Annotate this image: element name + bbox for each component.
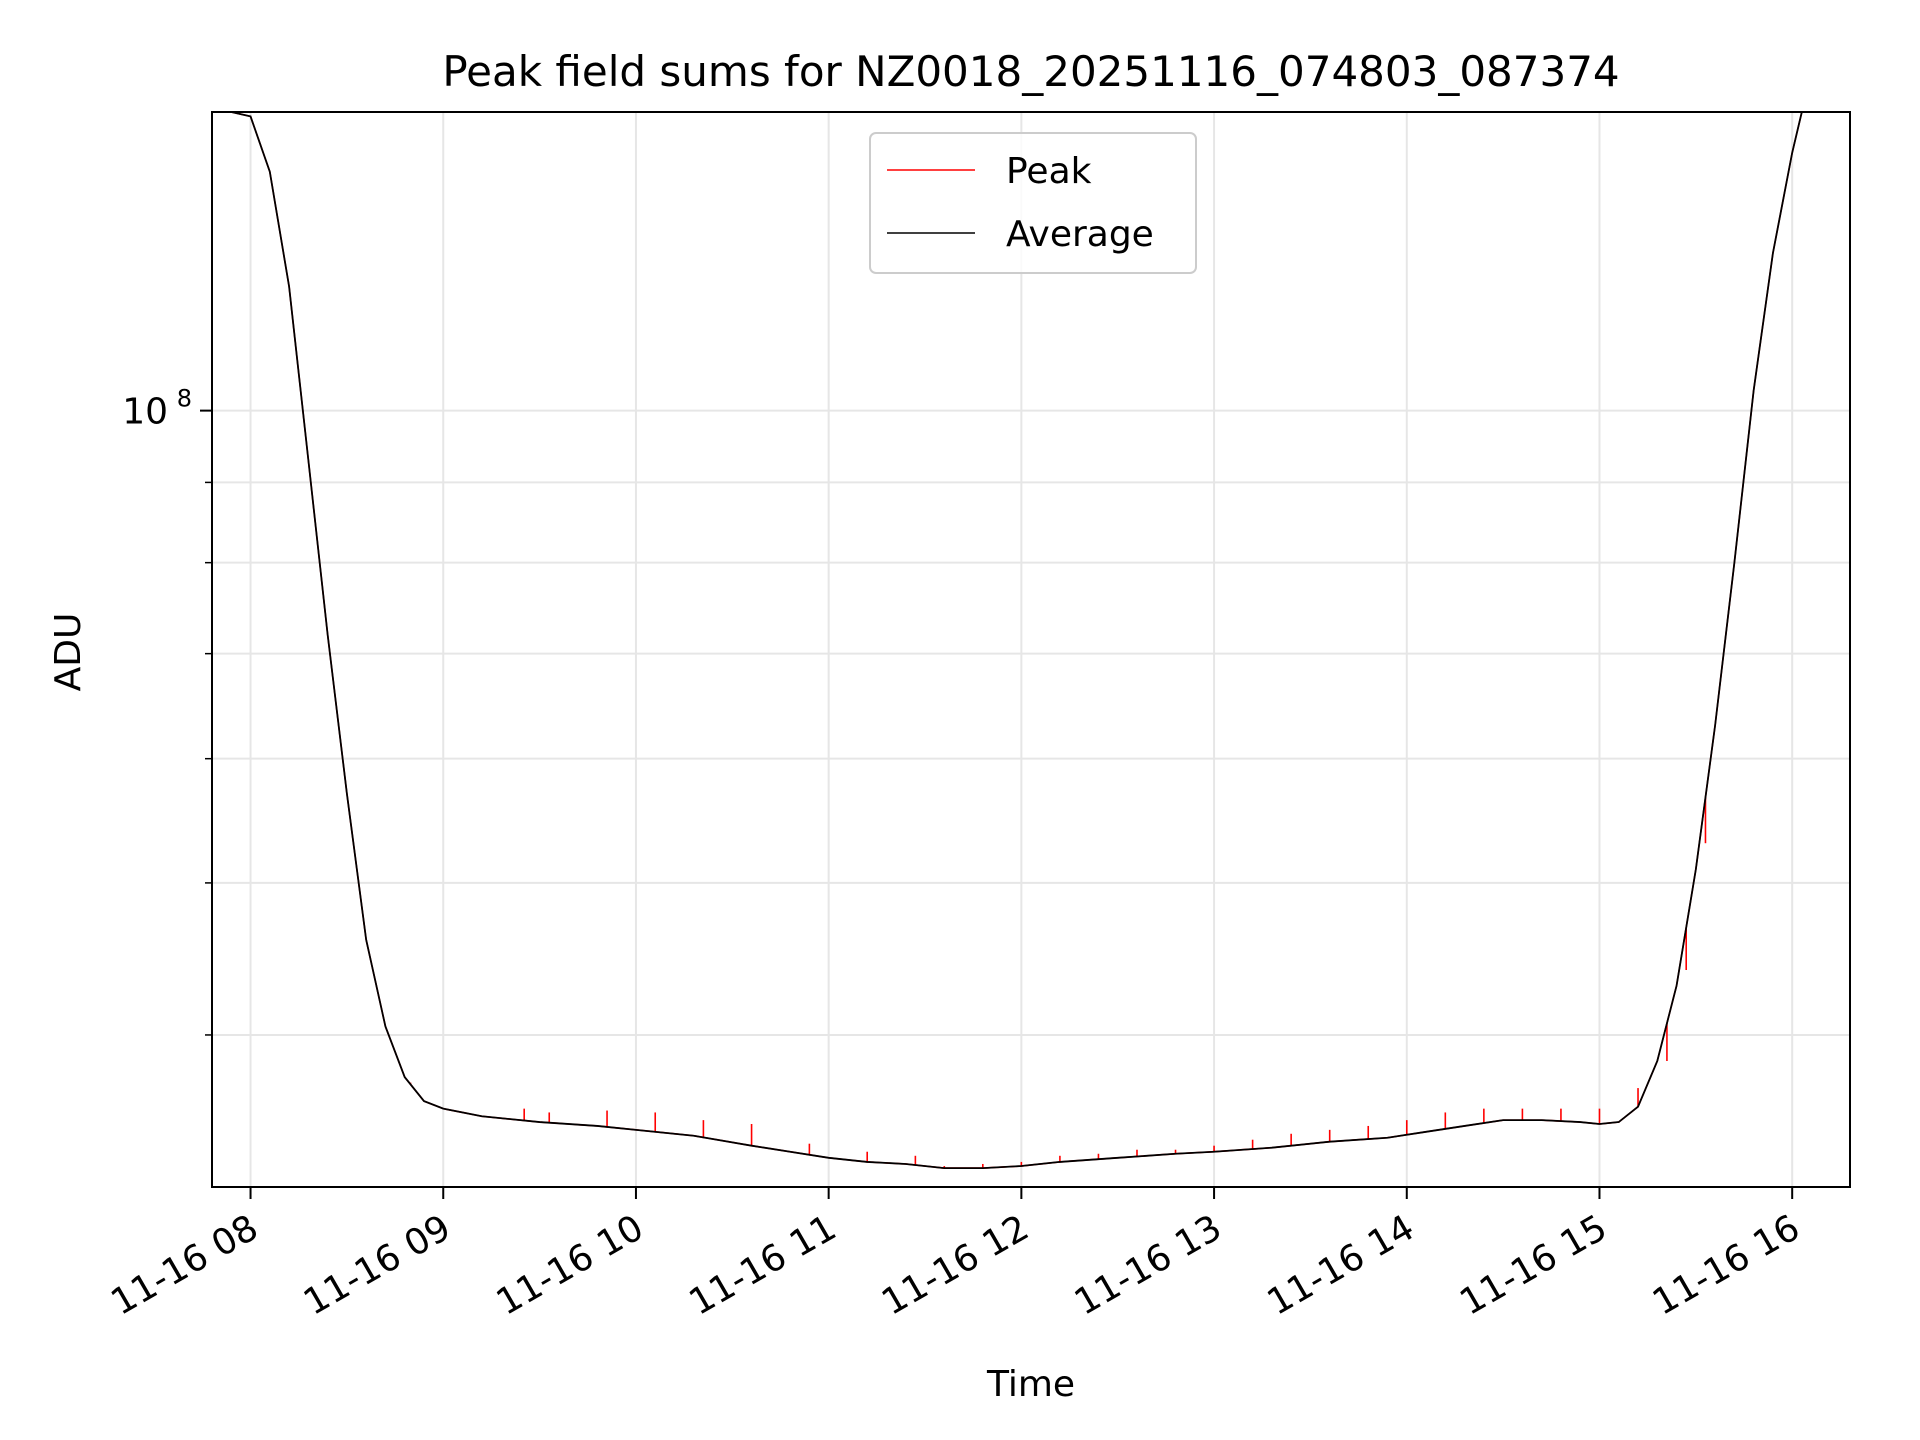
y-tick-label: 10 xyxy=(122,392,168,433)
average-line xyxy=(212,111,1850,1170)
chart-title: Peak field sums for NZ0018_20251116_0748… xyxy=(442,47,1619,96)
y-tick-exponent: 8 xyxy=(177,385,192,413)
legend: Peak Average xyxy=(869,132,1197,274)
plot-frame xyxy=(211,111,1851,1188)
legend-label-peak: Peak xyxy=(1006,151,1092,192)
legend-box xyxy=(869,132,1197,274)
legend-label-average: Average xyxy=(1006,214,1154,255)
gridlines xyxy=(212,112,1850,1187)
y-axis-label: ADU xyxy=(48,613,89,692)
y-axis: 10 8 xyxy=(122,385,212,1036)
x-axis-label: Time xyxy=(986,1364,1075,1405)
series-layer xyxy=(212,111,1850,1170)
